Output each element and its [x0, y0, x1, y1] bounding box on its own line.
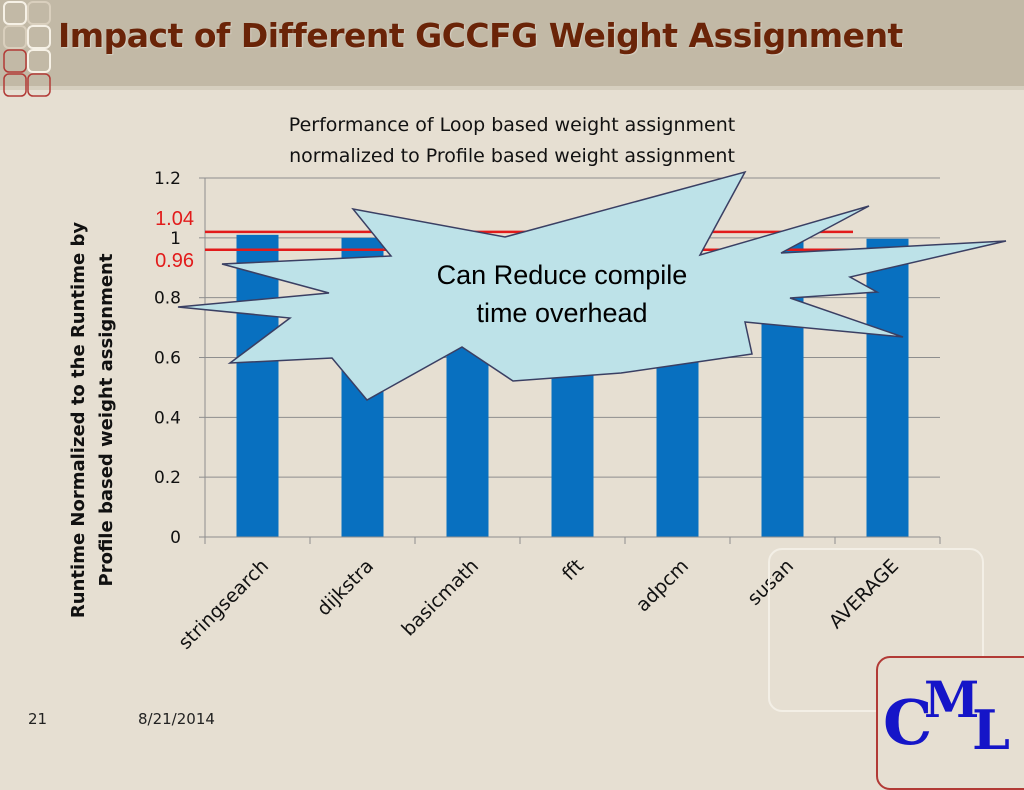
x-category-label: adpcm	[632, 555, 693, 616]
callout-text: Can Reduce compile time overhead	[392, 256, 732, 332]
logo-letter-m: M	[924, 670, 980, 729]
reference-line-label: 1.04	[155, 208, 194, 230]
bar-chart: 0 0.2 0.4 0.6 0.8 1 1.2 stringsearch dijkstra bas…	[154, 169, 1007, 654]
chart-title: Performance of Loop based weight assignm…	[200, 110, 824, 172]
x-category-label: dijkstra	[313, 555, 378, 620]
logo-letter-c: C	[883, 686, 933, 759]
x-category-label: fft	[558, 555, 588, 585]
callout-text-line-1: Can Reduce compile	[436, 260, 688, 290]
x-category-label: basicmath	[397, 555, 483, 641]
cml-logo: C M L	[880, 668, 1024, 768]
bar-average	[866, 238, 909, 537]
bar-stringsearch	[236, 234, 279, 537]
callout-text-line-2: time overhead	[476, 298, 648, 328]
y-tick-label: 0.8	[154, 289, 181, 309]
y-tick-label: 1	[170, 229, 181, 249]
header-band	[0, 0, 1024, 90]
x-category-label: stringsearch	[174, 555, 273, 654]
chart-title-line-2: normalized to Profile based weight assig…	[289, 145, 735, 167]
y-tick-label: 0.2	[154, 468, 181, 488]
slide-title: Impact of Different GCCFG Weight Assignm…	[58, 16, 903, 55]
reference-line-label: 0.96	[155, 250, 194, 272]
callout-burst-shape	[177, 170, 1007, 401]
y-tick-label: 0.6	[154, 349, 181, 369]
slide-number: 21	[28, 710, 48, 728]
y-tick-label: 0.4	[154, 408, 181, 428]
chart-title-line-1: Performance of Loop based weight assignm…	[288, 114, 736, 136]
y-tick-label: 0	[170, 528, 181, 548]
slide-date: 8/21/2014	[138, 710, 215, 728]
y-tick-label: 1.2	[154, 169, 181, 189]
logo-letter-l: L	[972, 698, 1010, 762]
decorative-squares	[3, 1, 51, 97]
callout-burst	[177, 170, 1007, 401]
